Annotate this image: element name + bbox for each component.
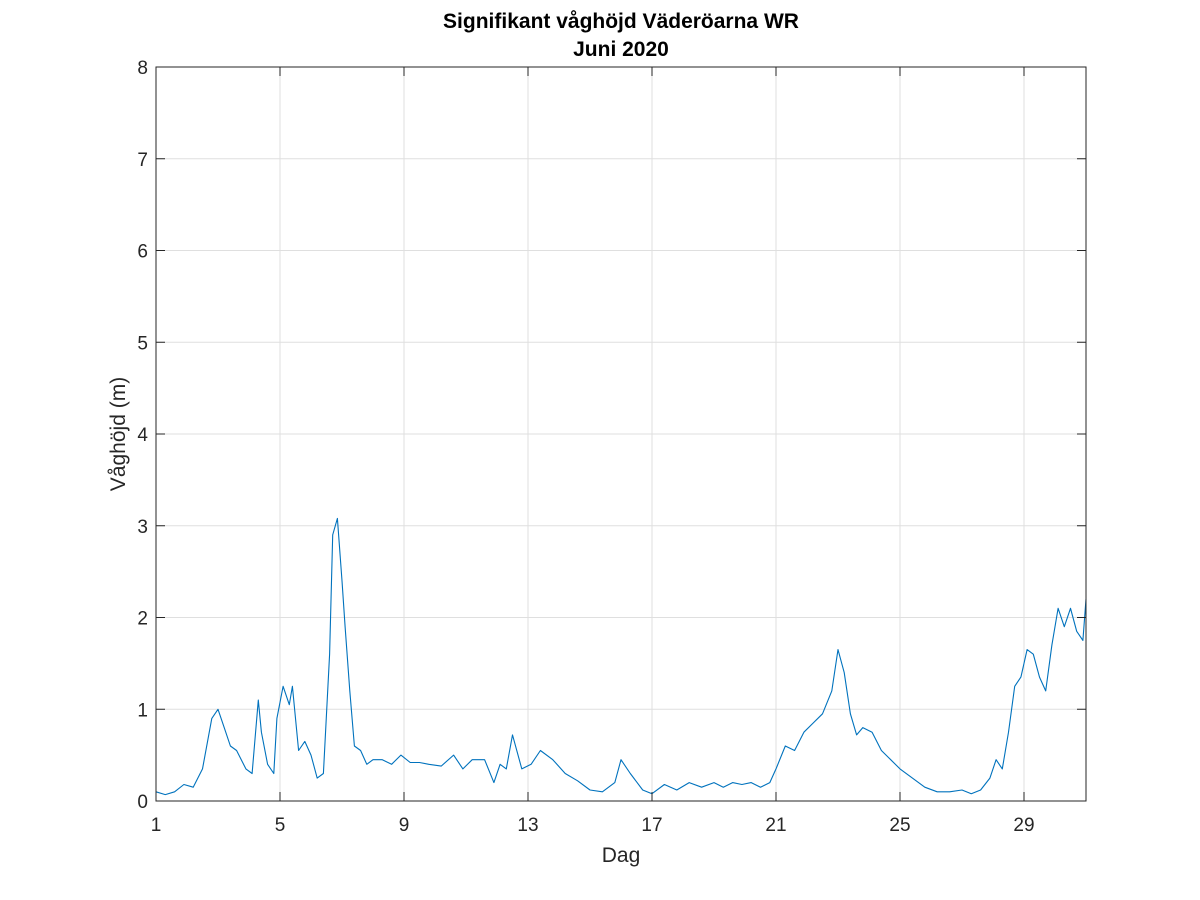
chart-subtitle: Juni 2020 [573,38,669,61]
y-tick-label-2: 2 [137,609,148,630]
x-tick-label-6: 25 [889,815,910,836]
y-tick-label-8: 8 [137,58,148,79]
x-tick-label-5: 21 [765,815,786,836]
x-tick-label-3: 13 [517,815,538,836]
y-tick-label-4: 4 [137,425,148,446]
y-tick-label-7: 7 [137,150,148,171]
ticks [155,66,1086,802]
y-tick-label-6: 6 [137,242,148,263]
x-tick-label-7: 29 [1013,815,1034,836]
x-tick-label-1: 5 [275,815,286,836]
series-line-0 [155,517,1087,796]
x-tick-label-4: 17 [641,815,662,836]
chart-title: Signifikant våghöjd Väderöarna WR [443,10,799,33]
y-tick-label-5: 5 [137,333,148,354]
x-tick-label-0: 1 [151,815,162,836]
series-layer [155,517,1087,796]
y-tick-label-0: 0 [137,792,148,813]
y-tick-label-1: 1 [137,700,148,721]
x-axis-label: Dag [602,844,641,867]
y-tick-label-3: 3 [137,517,148,538]
x-tick-label-2: 9 [399,815,410,836]
y-axis-label: Våghöjd (m) [107,377,130,491]
